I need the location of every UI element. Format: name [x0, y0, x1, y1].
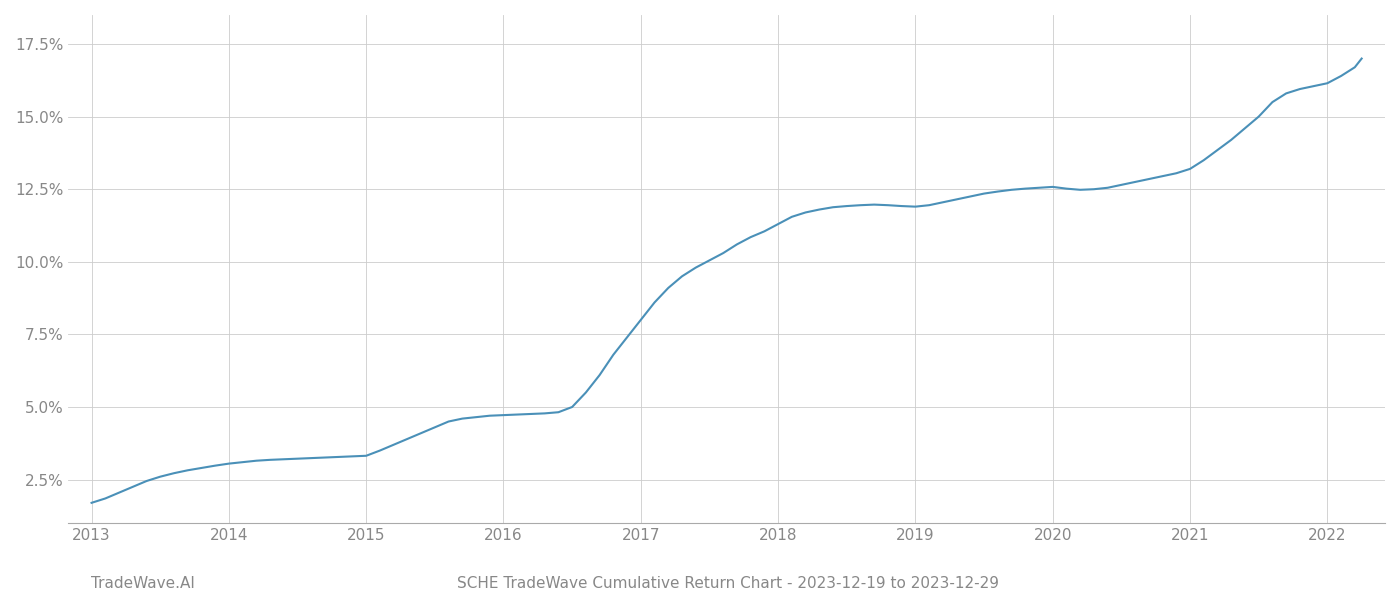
Text: SCHE TradeWave Cumulative Return Chart - 2023-12-19 to 2023-12-29: SCHE TradeWave Cumulative Return Chart -…: [456, 576, 1000, 591]
Text: TradeWave.AI: TradeWave.AI: [91, 576, 195, 591]
